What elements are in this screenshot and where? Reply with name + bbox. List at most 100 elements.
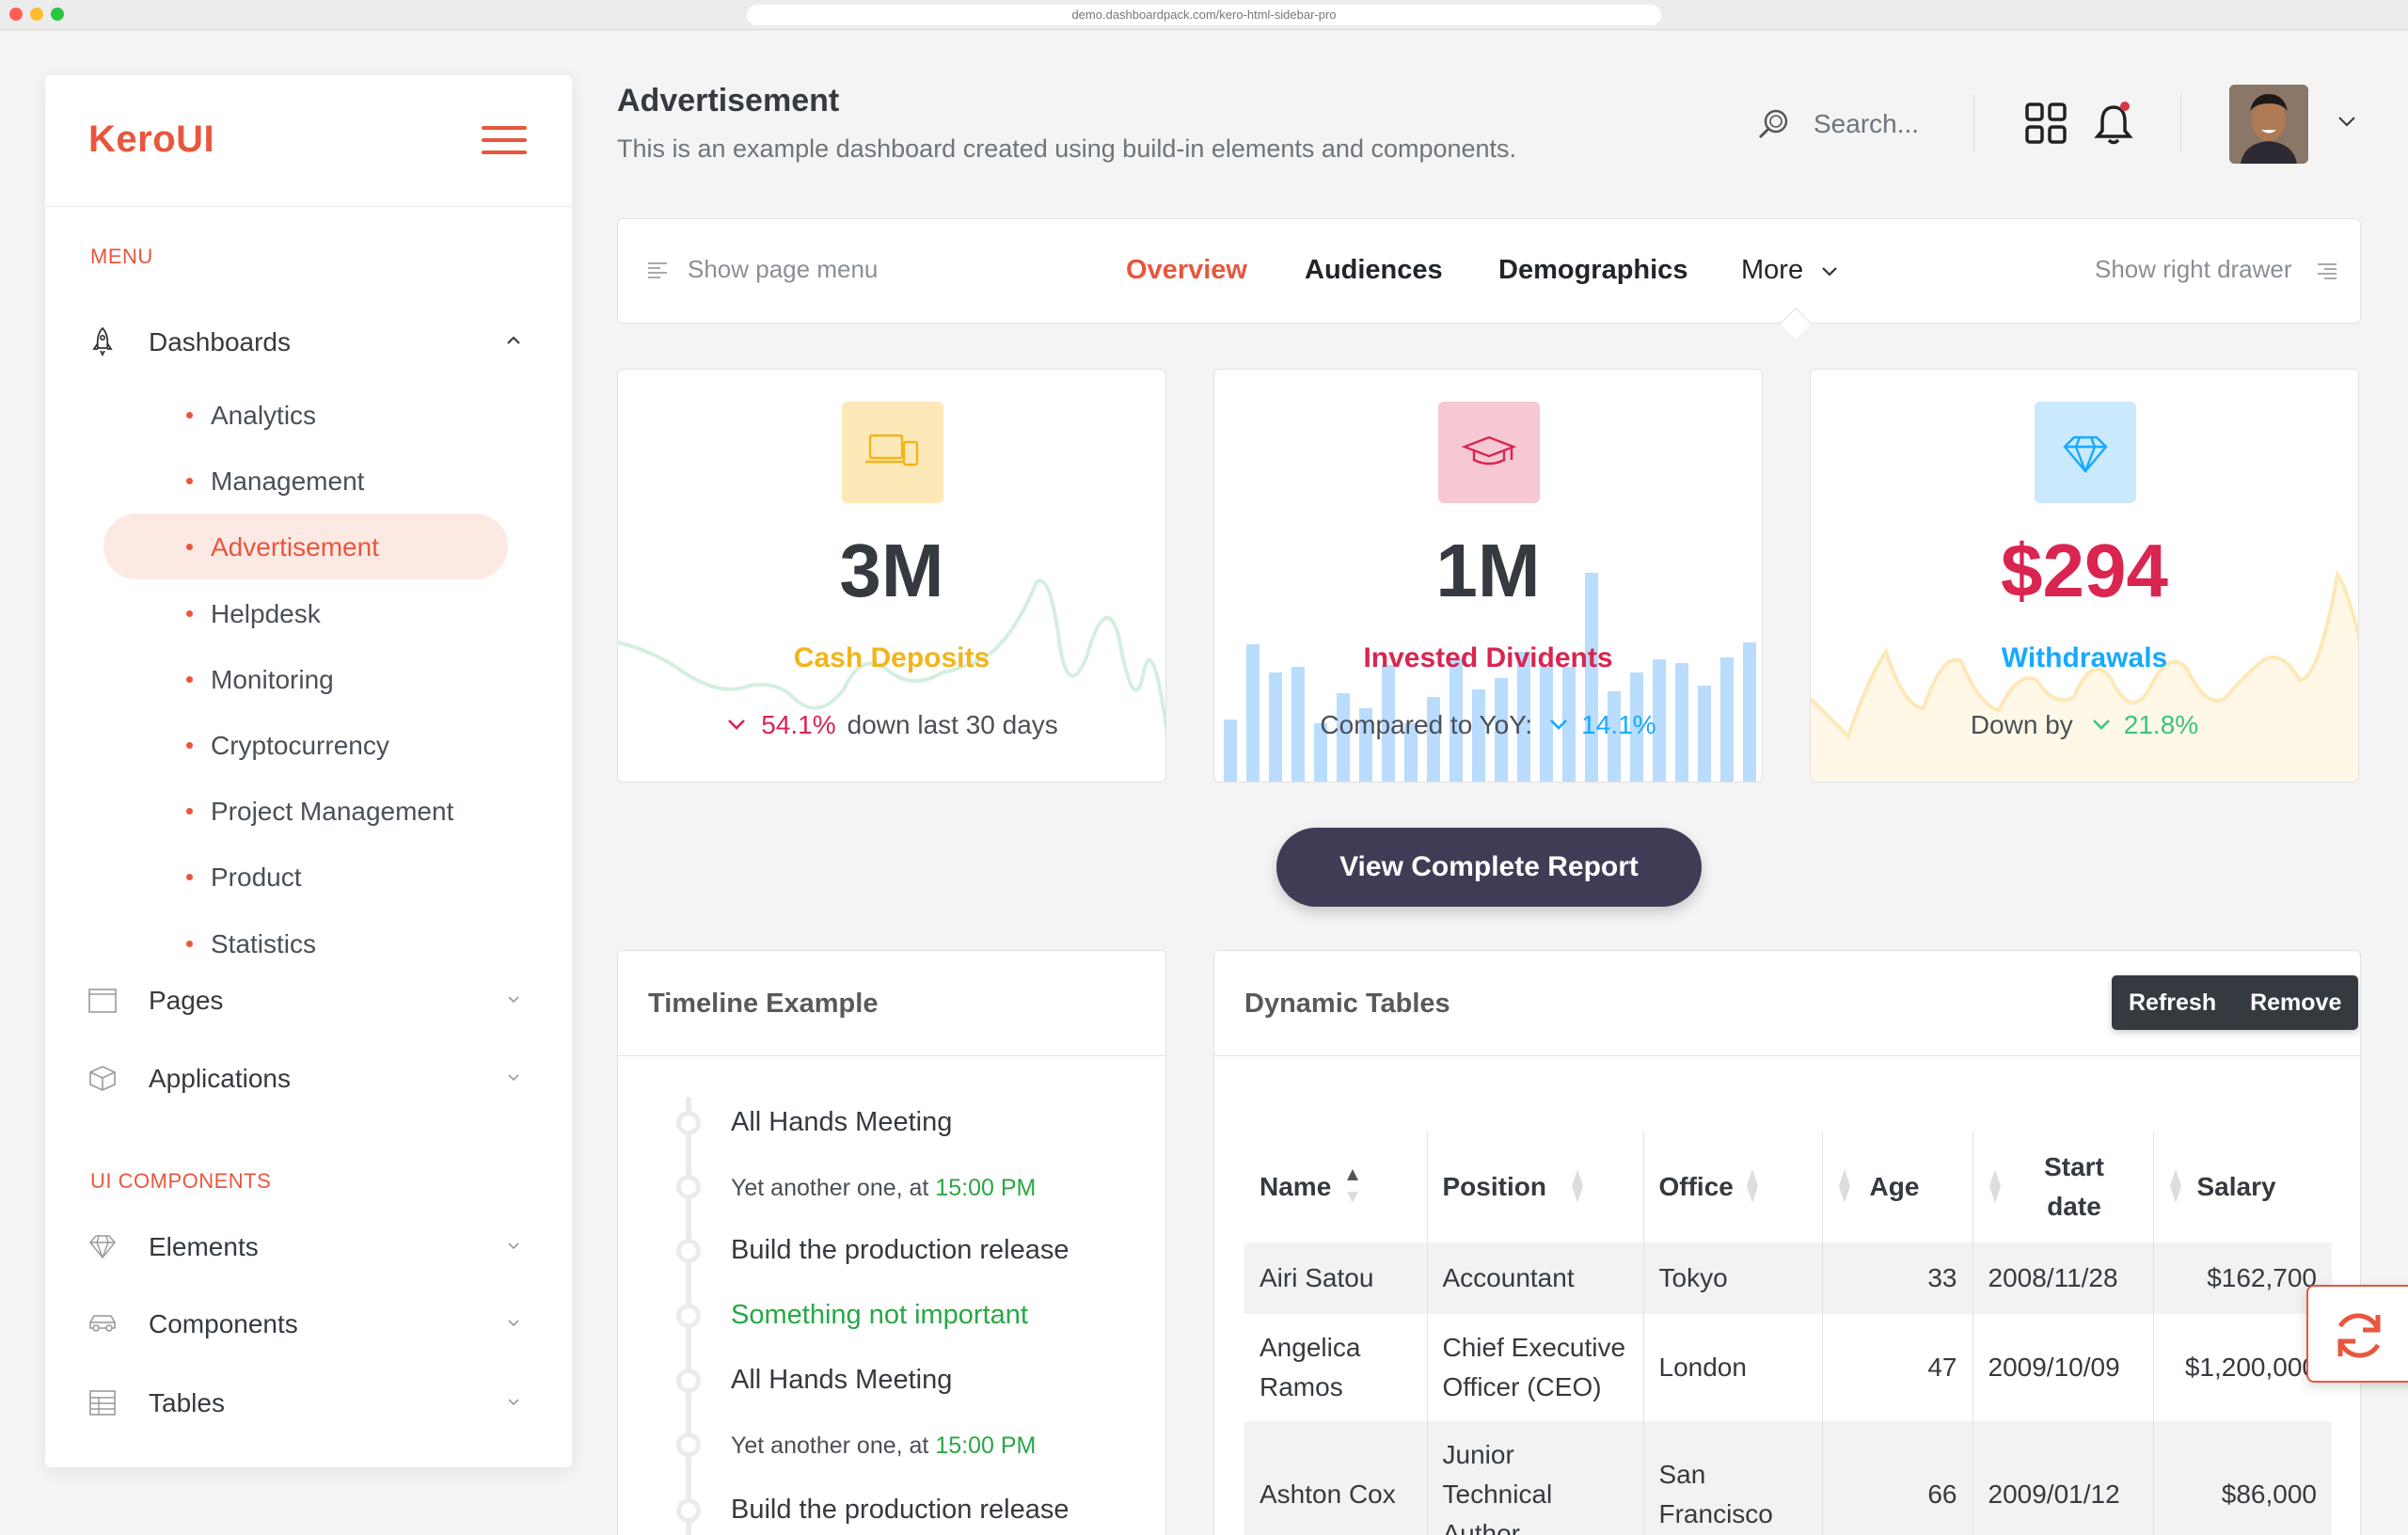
user-photo xyxy=(2229,85,2308,164)
timeline-item: Yet another one, at 15:00 PM xyxy=(618,1158,1165,1214)
cell-office: London xyxy=(1642,1314,1822,1421)
col-position[interactable]: Position xyxy=(1426,1131,1643,1242)
col-salary[interactable]: Salary xyxy=(2152,1131,2332,1242)
diamond-icon xyxy=(89,1235,116,1259)
bullet xyxy=(186,478,193,484)
menu-section-header: MENU xyxy=(90,245,153,268)
nav-tables-label: Tables xyxy=(149,1388,225,1417)
sidebar-item-management[interactable]: Management xyxy=(103,448,508,514)
col-name[interactable]: Name xyxy=(1244,1131,1427,1242)
divider xyxy=(1973,94,1974,152)
cell-office: San Francisco xyxy=(1642,1421,1822,1535)
show-page-menu-button[interactable]: Show page menu xyxy=(646,255,878,284)
tab-more[interactable]: More xyxy=(1741,255,1841,286)
align-left-icon xyxy=(648,262,667,278)
logo: KeroUI xyxy=(88,119,215,160)
cell-salary: $86,000 xyxy=(2152,1421,2332,1535)
nav-components-label: Components xyxy=(149,1309,298,1338)
table-icon xyxy=(89,1390,116,1416)
menu-toggle-icon[interactable] xyxy=(482,126,527,158)
sparkline-chart xyxy=(618,578,1165,736)
invested-dividents-footer: Compared to YoY: 14.1% xyxy=(1214,710,1762,740)
avatar[interactable] xyxy=(2229,85,2308,164)
diamond-icon xyxy=(2035,402,2136,503)
sidebar-item-statistics[interactable]: Statistics xyxy=(103,910,508,976)
timeline-dot xyxy=(676,1175,701,1199)
dynamic-tables-panel: Dynamic Tables Refresh Remove Name Posit… xyxy=(1213,950,2361,1535)
refresh-button[interactable]: Refresh xyxy=(2129,989,2217,1016)
nav-dashboards[interactable]: Dashboards xyxy=(45,312,572,369)
view-complete-report-button[interactable]: View Complete Report xyxy=(1276,828,1702,907)
dynamic-tables-header: Dynamic Tables Refresh Remove xyxy=(1214,951,2360,1056)
box-icon xyxy=(89,1066,116,1091)
sort-icon xyxy=(1746,1169,1758,1203)
sidebar-item-helpdesk[interactable]: Helpdesk xyxy=(103,580,508,646)
tab-audiences[interactable]: Audiences xyxy=(1305,255,1443,285)
bullet xyxy=(186,742,193,749)
sidebar-item-label: Analytics xyxy=(211,401,317,430)
cash-deposits-percent: 54.1% xyxy=(761,710,836,739)
close-window-icon[interactable] xyxy=(9,8,23,21)
sidebar-item-advertisement[interactable]: Advertisement xyxy=(103,514,508,579)
tab-more-label: More xyxy=(1741,255,1804,285)
timeline-title: Timeline Example xyxy=(648,989,879,1019)
divider xyxy=(2180,94,2181,152)
sidebar-item-product[interactable]: Product xyxy=(103,844,508,910)
active-tab-indicator xyxy=(1780,308,1812,340)
chevron-down-icon xyxy=(1822,267,1837,277)
align-right-icon xyxy=(2317,263,2337,280)
sidebar-item-project-management[interactable]: Project Management xyxy=(103,778,508,844)
chevron-up-icon xyxy=(507,336,520,344)
graduation-cap-icon xyxy=(1438,402,1540,503)
sidebar-item-monitoring[interactable]: Monitoring xyxy=(103,646,508,712)
show-right-drawer-button[interactable]: Show right drawer xyxy=(2095,255,2338,284)
sidebar-item-label: Monitoring xyxy=(211,665,334,694)
cell-name: Airi Satou xyxy=(1244,1242,1427,1314)
nav-applications[interactable]: Applications xyxy=(45,1049,572,1105)
sidebar-item-cryptocurrency[interactable]: Cryptocurrency xyxy=(103,712,508,778)
withdrawals-value: $294 xyxy=(2001,529,2168,612)
timeline-dot xyxy=(676,1498,701,1523)
table-row[interactable]: Angelica Ramos Chief Executive Officer (… xyxy=(1244,1314,2332,1421)
search-box[interactable]: Search... xyxy=(1751,102,1968,147)
ui-components-section-header: UI COMPONENTS xyxy=(90,1169,272,1193)
minimize-window-icon[interactable] xyxy=(30,8,43,21)
nav-tables[interactable]: Tables xyxy=(45,1373,572,1430)
sidebar-item-analytics[interactable]: Analytics xyxy=(103,382,508,448)
sidebar-item-label: Management xyxy=(211,467,365,496)
address-bar[interactable]: demo.dashboardpack.com/kero-html-sidebar… xyxy=(747,5,1661,25)
table-row[interactable]: Airi Satou Accountant Tokyo 33 2008/11/2… xyxy=(1244,1242,2332,1314)
theme-settings-button[interactable] xyxy=(2306,1285,2408,1383)
grid-icon[interactable] xyxy=(2024,102,2067,145)
cell-name: Angelica Ramos xyxy=(1259,1333,1361,1401)
tab-overview[interactable]: Overview xyxy=(1126,255,1247,285)
cell-position: Chief Executive Officer (CEO) xyxy=(1426,1314,1643,1421)
cell-start-date: 2008/11/28 xyxy=(1972,1242,2153,1314)
sync-icon xyxy=(2337,1313,2381,1358)
col-office[interactable]: Office xyxy=(1642,1131,1822,1242)
col-start-date[interactable]: Start date xyxy=(1972,1131,2153,1242)
nav-elements[interactable]: Elements xyxy=(45,1217,572,1274)
nav-dashboards-label: Dashboards xyxy=(149,327,291,356)
cell-start-date: 2009/01/12 xyxy=(1972,1421,2153,1535)
col-age[interactable]: Age xyxy=(1821,1131,1972,1242)
withdrawals-percent: 21.8% xyxy=(2123,710,2199,739)
bullet xyxy=(186,610,193,617)
car-icon xyxy=(89,1315,116,1332)
tab-demographics[interactable]: Demographics xyxy=(1498,255,1688,285)
maximize-window-icon[interactable] xyxy=(51,8,64,21)
col-label: Position xyxy=(1442,1172,1546,1201)
chevron-down-icon xyxy=(508,1399,519,1406)
sort-asc-icon xyxy=(1347,1169,1358,1203)
devices-icon xyxy=(842,402,943,503)
cell-salary: $162,700 xyxy=(2152,1242,2332,1314)
remove-button[interactable]: Remove xyxy=(2250,989,2342,1016)
nav-pages[interactable]: Pages xyxy=(45,971,572,1027)
timeline-text: Yet another one, at xyxy=(731,1175,936,1201)
nav-components[interactable]: Components xyxy=(45,1294,572,1351)
sidebar-item-label: Helpdesk xyxy=(211,599,321,628)
col-label: Office xyxy=(1658,1172,1734,1201)
invested-dividents-value: 1M xyxy=(1435,529,1541,612)
chevron-down-icon[interactable] xyxy=(2335,109,2359,134)
table-row[interactable]: Ashton Cox Junior Technical Author San F… xyxy=(1244,1421,2332,1535)
